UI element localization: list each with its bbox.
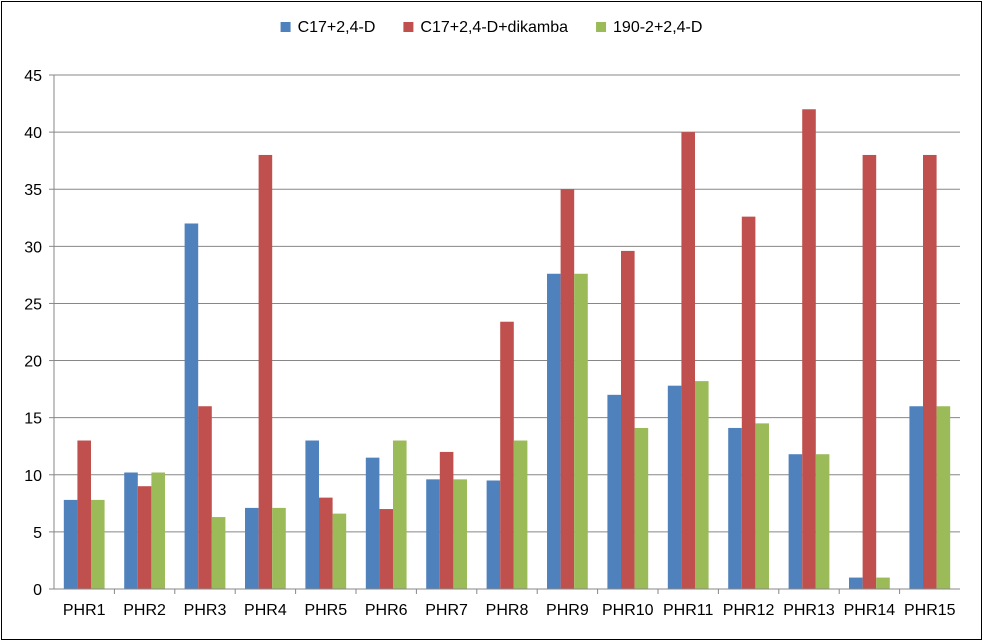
y-tick-label: 35 [24,182,42,199]
bar [802,109,816,590]
legend-item: C17+2,4-D+dikamba [403,19,568,36]
y-tick-label: 5 [33,525,42,542]
x-tick-label: PHR15 [904,602,956,619]
bar [547,273,561,589]
bar [90,499,105,589]
legend-swatch [403,22,414,32]
legend-item: C17+2,4-D [280,19,376,36]
bar [439,451,454,589]
bar [936,406,951,589]
legend-swatch [596,22,607,32]
bar [211,517,226,589]
x-tick-label: PHR1 [63,602,106,619]
x-tick-label: PHR10 [602,602,654,619]
bar [862,154,877,589]
bar [365,457,380,589]
bar [245,507,259,589]
bar [849,577,863,589]
x-tick-label: PHR14 [844,602,896,619]
bar [184,223,199,589]
x-tick-label: PHR11 [663,602,713,619]
bar [63,499,78,589]
x-tick-label: PHR4 [244,602,287,619]
legend-label: 190-2+2,4-D [613,19,702,36]
x-tick-label: PHR3 [184,602,227,619]
bar [755,423,769,589]
bar [621,250,635,589]
bar [272,507,286,589]
axes [53,75,960,594]
x-tick-label: PHR6 [365,602,408,619]
bar [198,406,212,589]
bar [574,273,588,589]
legend-label: C17+2,4-D+dikamba [420,19,568,36]
legend-item: 190-2+2,4-D [596,19,702,36]
bar [876,577,890,589]
y-tick-label: 10 [24,468,42,485]
x-tick-label: PHR12 [723,602,775,619]
bar [319,497,333,589]
legend: C17+2,4-D C17+2,4-D+dikamba 190-2+2,4-D [280,19,702,36]
bar [453,479,467,589]
y-tick-label: 30 [24,239,42,256]
x-tick-labels: PHR1 PHR2 PHR3 PHR4 PHR5 PHR6 PHR7 PHR8 PHR9 PHR1… [63,602,956,619]
y-tick-label: 20 [24,354,42,371]
bar [909,406,924,589]
bars [63,109,951,590]
y-tick-label: 45 [24,68,42,85]
bar [923,154,937,589]
bar [681,132,695,589]
x-tick-label: PHR13 [783,602,835,619]
y-tick-label: 0 [33,582,42,599]
legend-swatch [280,22,291,32]
bar [332,513,347,589]
x-tick-label: PHR2 [123,602,166,619]
x-tick-label: PHR5 [304,602,347,619]
bar [513,440,528,589]
bar [560,189,575,589]
bar [426,479,440,589]
bar [392,440,407,589]
bar [305,440,320,589]
bar [741,216,756,589]
bar [694,381,709,589]
bar [607,394,622,589]
bar [815,454,830,589]
bar [667,385,682,589]
bar [500,321,514,589]
bar [137,486,152,589]
y-tick-labels: 0 5 10 15 20 25 30 35 40 45 [24,68,42,599]
y-tick-label: 25 [24,296,42,313]
legend-label: C17+2,4-D [298,19,376,36]
bar [634,427,649,589]
x-tick-label: PHR9 [546,602,589,619]
bar [486,480,501,589]
bar [728,427,742,589]
bar [77,440,91,589]
bar [379,509,393,589]
y-tick-label: 40 [24,125,42,142]
bar [258,154,273,589]
y-tick-label: 15 [24,411,42,428]
bar [788,454,803,589]
x-tick-label: PHR8 [486,602,529,619]
bar [124,472,138,589]
bar [151,472,165,589]
x-tick-label: PHR7 [425,602,468,619]
